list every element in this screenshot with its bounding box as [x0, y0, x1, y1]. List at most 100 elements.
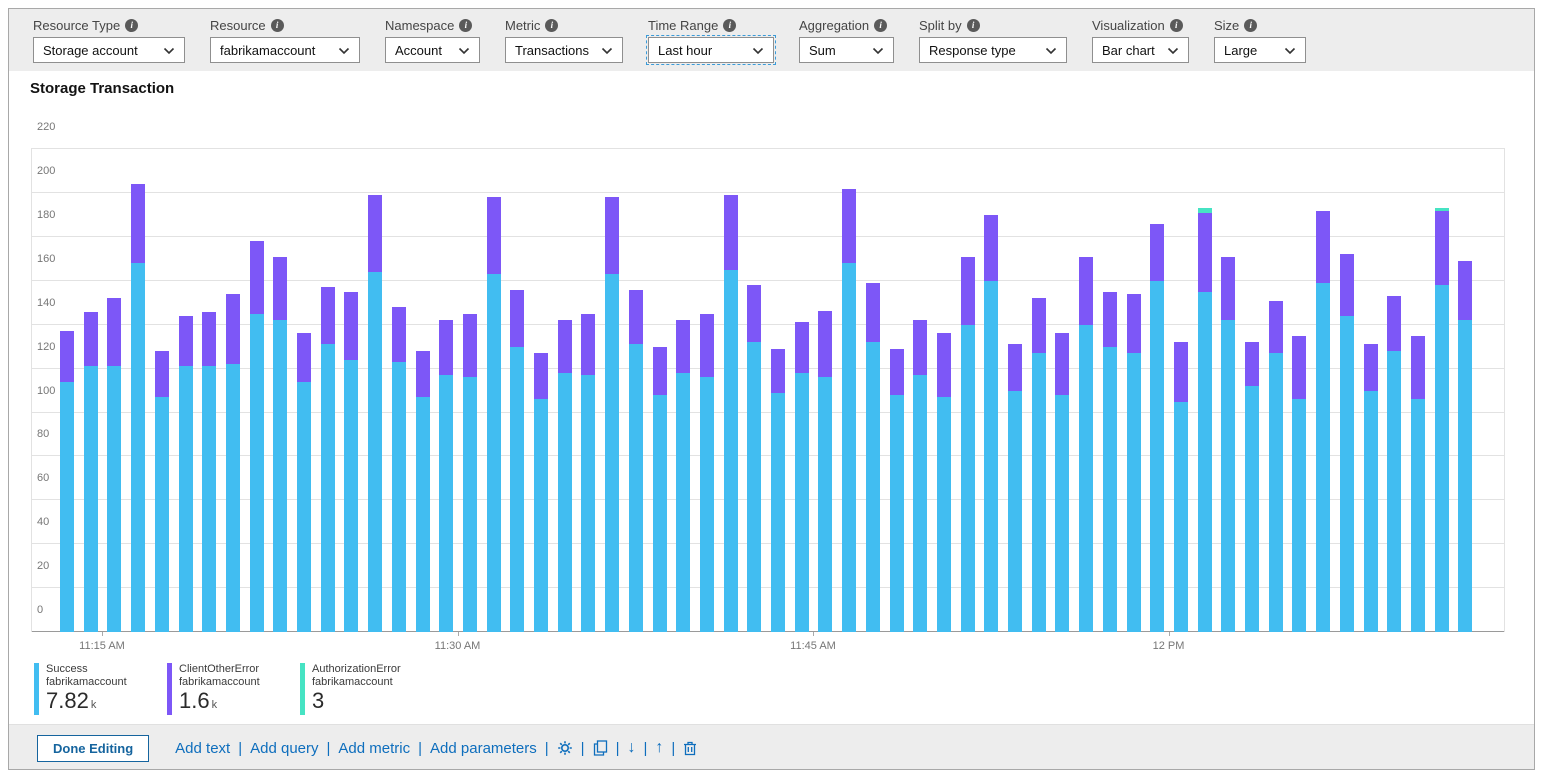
gridline [31, 543, 1505, 545]
info-icon[interactable]: i [1169, 18, 1183, 32]
bar-segment-clientothererror [1363, 344, 1378, 391]
time-range-select[interactable]: Last hour [646, 35, 776, 65]
gridline [31, 367, 1505, 369]
resource-select[interactable]: fabrikamaccount [210, 37, 360, 63]
bar-segment-success [605, 274, 620, 632]
bar-segment-clientothererror [131, 184, 146, 264]
select-value: fabrikamaccount [220, 42, 316, 58]
chevron-down-icon [458, 43, 470, 58]
bar-segment-success [794, 372, 809, 632]
x-axis-label: 12 PM [1152, 640, 1185, 652]
bar-segment-clientothererror [1458, 260, 1473, 321]
bar-segment-clientothererror [723, 195, 738, 270]
done-editing-button[interactable]: Done Editing [37, 734, 150, 762]
info-icon[interactable]: i [545, 18, 559, 32]
info-icon[interactable]: i [723, 18, 737, 32]
control-label: Resource [210, 17, 266, 33]
legend-item-success[interactable]: Success fabrikamaccount 7.82 k [34, 663, 167, 717]
y-axis-label: 20 [37, 560, 50, 573]
bar [557, 320, 572, 632]
bar-segment-clientothererror [1173, 342, 1188, 402]
bar-segment-success [415, 397, 430, 632]
legend-item-clientothererror[interactable]: ClientOtherError fabrikamaccount 1.6 k [167, 663, 300, 717]
bar [1031, 298, 1046, 632]
bar-segment-success [1387, 351, 1402, 632]
resource-type-select[interactable]: Storage account [33, 37, 185, 63]
bar [676, 320, 691, 632]
stacked-bar-chart: 0 20 40 60 80 100 120 140 160 180 200 220 11:15 AM 11… [31, 121, 1505, 652]
bar-segment-success [581, 375, 596, 632]
bar-segment-success [936, 397, 951, 632]
bar-segment-clientothererror [842, 188, 857, 264]
bar-segment-success [297, 381, 311, 632]
x-axis-tick [102, 632, 103, 636]
info-icon[interactable]: i [874, 18, 888, 32]
bar [794, 322, 809, 632]
edit-toolbar: Done Editing Add text | Add query | Add me… [9, 724, 1534, 769]
info-icon[interactable]: i [1244, 18, 1258, 32]
arrow-up-icon[interactable]: ↑ [655, 739, 664, 756]
add-query-link[interactable]: Add query [250, 739, 319, 757]
add-parameters-link[interactable]: Add parameters [430, 739, 537, 757]
bar [652, 346, 667, 632]
y-axis-label: 40 [37, 516, 50, 529]
bar [202, 311, 217, 632]
bar [534, 353, 548, 632]
chart-legend: Success fabrikamaccount 7.82 k ClientOthe… [34, 663, 433, 717]
info-icon[interactable]: i [459, 18, 473, 32]
select-value: Response type [929, 42, 1016, 58]
bar [1126, 293, 1141, 632]
bar-segment-success [747, 342, 762, 632]
info-icon[interactable]: i [125, 18, 139, 32]
bar-segment-clientothererror [439, 320, 454, 376]
add-metric-link[interactable]: Add metric [338, 739, 411, 757]
control-label: Split by [919, 17, 962, 33]
bar-segment-clientothererror [984, 214, 999, 281]
bar-segment-success [1434, 285, 1449, 632]
bar [889, 348, 904, 632]
control-label: Metric [505, 17, 541, 33]
control-label: Resource Type [33, 17, 121, 33]
bar-segment-clientothererror [83, 311, 98, 367]
bar-segment-success [202, 366, 217, 632]
add-text-link[interactable]: Add text [175, 739, 231, 757]
bar-segment-success [344, 359, 359, 632]
bar [747, 285, 762, 632]
arrow-down-icon[interactable]: ↓ [627, 739, 636, 756]
bar [1173, 342, 1188, 632]
bar-segment-clientothererror [415, 351, 430, 398]
legend-item-authorizationerror[interactable]: AuthorizationError fabrikamaccount 3 [300, 663, 433, 717]
bar-segment-success [225, 364, 240, 632]
size-select[interactable]: Large [1214, 37, 1306, 63]
visualization-select[interactable]: Bar chart [1092, 37, 1189, 63]
bar [1434, 208, 1449, 632]
namespace-select[interactable]: Account [385, 37, 480, 63]
bar-segment-success [913, 375, 928, 632]
metric-select[interactable]: Transactions [505, 37, 623, 63]
gridline [31, 587, 1505, 589]
bar-segment-success [320, 344, 335, 632]
bar-segment-clientothererror [249, 241, 264, 314]
split-by-select[interactable]: Response type [919, 37, 1067, 63]
bar-segment-clientothererror [107, 298, 122, 367]
trash-icon[interactable] [683, 740, 697, 756]
bar-segment-success [154, 397, 169, 632]
gear-icon[interactable] [557, 740, 573, 756]
bar [1363, 344, 1378, 632]
bar-segment-clientothererror [320, 287, 335, 345]
bar [605, 197, 620, 632]
info-icon[interactable]: i [270, 18, 284, 32]
bar [439, 320, 454, 632]
bar-segment-success [391, 362, 406, 632]
copy-icon[interactable] [593, 740, 608, 756]
info-icon[interactable]: i [966, 18, 980, 32]
y-axis-label: 80 [37, 428, 50, 441]
legend-value: 7.82 k [46, 688, 97, 713]
bar [1458, 260, 1473, 632]
aggregation-select[interactable]: Sum [799, 37, 894, 63]
plot-edge [31, 149, 32, 632]
bar-segment-clientothererror [1292, 335, 1307, 400]
bar [1387, 296, 1402, 632]
gridline [31, 631, 1505, 632]
select-value: Large [1224, 42, 1258, 58]
